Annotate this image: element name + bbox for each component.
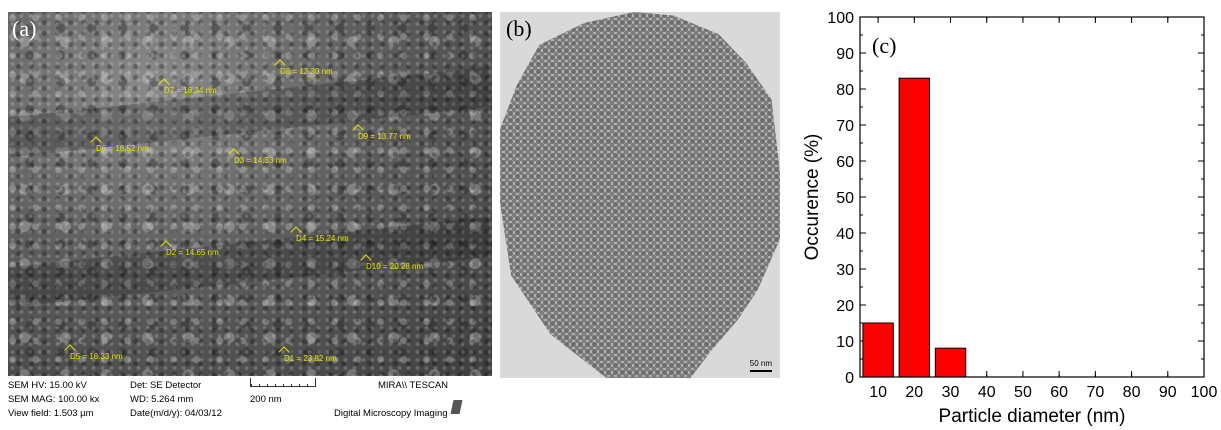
y-axis-label: Occurence (%) [802, 134, 823, 261]
sem-image: (a) D7 = 16.34 nm D8 = 13.30 nm D6 = 16.… [8, 12, 492, 376]
sem-hv: SEM HV: 15.00 kV [8, 380, 87, 391]
plot-frame [859, 16, 1205, 378]
x-tick-label: 20 [905, 384, 923, 401]
y-tick-label: 10 [836, 334, 854, 351]
x-tick-label: 10 [869, 384, 887, 401]
sem-scale-label: 200 nm [250, 394, 282, 405]
x-tick-label: 100 [1191, 384, 1218, 401]
y-tick-label: 50 [836, 190, 854, 207]
measurement-label: D6 = 16.52 nm [96, 144, 149, 153]
y-tick-label: 80 [836, 82, 854, 99]
histogram-bar [934, 347, 967, 378]
x-tick-label: 40 [978, 384, 996, 401]
x-tick-label: 30 [942, 384, 960, 401]
y-tick-label: 60 [836, 154, 854, 171]
panel-b-label: (b) [506, 16, 532, 41]
particle-size-histogram: 0 10 20 30 40 50 60 70 80 90 100 10 20 30 40 50 60 70 80 90… [790, 0, 1221, 430]
x-tick-label: 60 [1050, 384, 1068, 401]
y-tick-label: 0 [845, 370, 854, 387]
axis-ticks: 0 10 20 30 40 50 60 70 80 90 100 10 20 30 40 50 60 70 80 90… [827, 10, 1217, 401]
measurement-label: D1 = 23.82 nm [284, 354, 337, 363]
x-tick-label: 80 [1123, 384, 1141, 401]
sem-date: Date(m/d/y): 04/03/12 [130, 408, 222, 419]
sem-view-field: View field: 1.503 µm [8, 408, 94, 419]
y-tick-label: 70 [836, 118, 854, 135]
y-tick-label: 20 [836, 298, 854, 315]
sem-texture [8, 12, 492, 376]
y-tick-label: 100 [827, 10, 854, 27]
x-axis-label: Particle diameter (nm) [939, 406, 1126, 427]
panel-a-label: (a) [12, 16, 37, 41]
y-tick-label: 30 [836, 262, 854, 279]
sem-scale-bar [250, 378, 316, 387]
sem-wd: WD: 5.264 mm [130, 394, 194, 405]
measurement-label: D4 = 15.24 nm [296, 234, 349, 243]
y-tick-label: 40 [836, 226, 854, 243]
sem-info-bar: SEM HV: 15.00 kV SEM MAG: 100.00 kx View… [8, 378, 492, 422]
sem-detector: Det: SE Detector [130, 380, 202, 391]
x-tick-label: 50 [1014, 384, 1032, 401]
tem-scale-bar: 50 nm [749, 359, 773, 372]
x-tick-label: 90 [1159, 384, 1177, 401]
bars [862, 77, 967, 378]
measurement-label: D7 = 16.34 nm [164, 86, 217, 95]
x-tick-label: 70 [1086, 384, 1104, 401]
sem-brand: MIRA\\ TESCAN [378, 380, 449, 391]
measurement-label: D5 = 16.33 nm [70, 352, 123, 361]
nanoparticle-cluster [500, 12, 780, 378]
y-tick-label: 90 [836, 46, 854, 63]
histogram-bar [898, 77, 931, 378]
measurement-label: D2 = 14.65 nm [166, 248, 219, 257]
measurement-label: D9 = 13.77 nm [358, 132, 411, 141]
tem-image: (b) 50 nm [500, 12, 780, 378]
sem-mag: SEM MAG: 100.00 kx [8, 394, 100, 405]
imaging-logo-icon [450, 400, 463, 414]
measurement-label: D3 = 14.33 nm [234, 156, 287, 165]
measurement-label: D8 = 13.30 nm [280, 67, 333, 76]
measurement-label: D10 = 20.28 nm [366, 262, 424, 271]
histogram-bar [862, 322, 894, 378]
histogram-svg: 0 10 20 30 40 50 60 70 80 90 100 10 20 30 40 50 60 70 80 90… [802, 10, 1217, 427]
panel-c-label: (c) [872, 33, 896, 58]
sem-imaging: Digital Microscopy Imaging [334, 408, 448, 419]
